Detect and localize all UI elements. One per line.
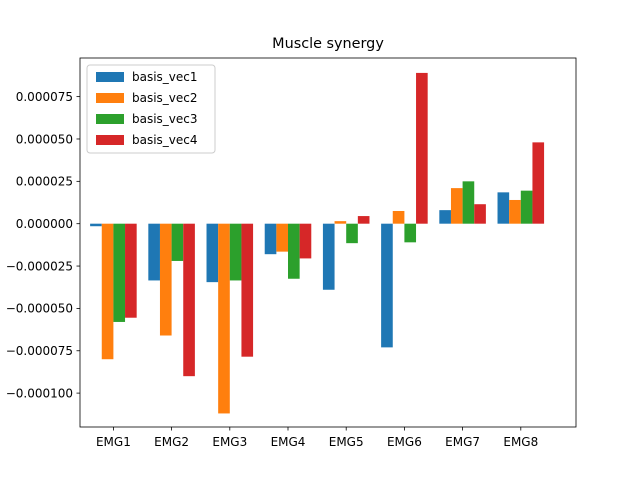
legend-label-basis_vec4: basis_vec4 [132,133,198,147]
y-tick-label: −0.000025 [6,259,73,273]
legend-label-basis_vec2: basis_vec2 [132,91,198,105]
bar-basis_vec1-emg7 [439,210,451,224]
bar-basis_vec4-emg2 [183,223,195,377]
bar-basis_vec2-emg3 [218,223,230,414]
legend-box [86,64,216,154]
legend-label-basis_vec3: basis_vec3 [132,112,198,126]
bar-basis_vec4-emg6 [416,72,428,224]
bar-basis_vec4-emg7 [474,204,486,224]
x-tick-label: EMG5 [329,435,364,449]
y-tick-label: 0.000000 [16,217,73,231]
bar-basis_vec4-emg1 [125,223,137,318]
bar-basis_vec4-emg4 [299,223,312,259]
bar-basis_vec3-emg7 [462,181,475,224]
y-tick-label: 0.000025 [16,175,73,189]
y-tick-label: −0.000075 [6,344,73,358]
x-tick-label: EMG6 [387,435,422,449]
x-tick-label: EMG7 [445,435,480,449]
chart-title: Muscle synergy [272,36,384,52]
x-tick-label: EMG8 [503,435,538,449]
bar-basis_vec4-emg5 [357,216,370,224]
legend: basis_vec1 basis_vec2 basis_vec3 basis_vec4 [86,64,216,154]
bar-basis_vec2-emg4 [276,223,288,252]
bars-group [90,72,545,414]
plot-frame [79,57,577,428]
bar-basis_vec2-emg1 [101,223,114,360]
bar-basis_vec3-emg5 [346,223,358,244]
bar-basis_vec2-emg7 [450,188,463,224]
bar-basis_vec4-emg8 [532,142,545,224]
legend-swatch-basis_vec2 [96,93,124,103]
y-tick-label: −0.000100 [6,386,73,400]
bar-basis_vec1-emg1 [90,223,102,227]
axes-group: −0.000100 −0.000075 −0.000050 −0.000025 0.00… [6,57,577,449]
bar-basis_vec1-emg4 [264,223,277,255]
y-tick-label: 0.000075 [16,90,73,104]
bar-basis_vec1-emg8 [497,192,510,224]
x-tick-label: EMG4 [271,435,306,449]
bar-basis_vec2-emg8 [509,199,521,224]
bar-basis_vec3-emg3 [229,223,242,281]
x-tick-label: EMG1 [96,435,131,449]
legend-swatch-basis_vec4 [96,135,124,145]
x-tick-label: EMG2 [154,435,189,449]
bar-basis_vec3-emg1 [113,223,126,322]
bar-basis_vec3-emg6 [404,223,417,243]
bar-basis_vec1-emg5 [322,223,335,290]
bar-basis_vec3-emg4 [288,223,300,279]
bar-basis_vec2-emg6 [392,210,405,224]
bar-basis_vec2-emg5 [334,221,347,224]
bar-basis_vec3-emg2 [171,223,184,261]
bar-basis_vec2-emg2 [159,223,172,336]
bar-basis_vec1-emg6 [381,223,393,348]
legend-swatch-basis_vec3 [96,114,124,124]
bar-basis_vec1-emg2 [148,223,160,281]
y-tick-label: −0.000050 [6,302,73,316]
legend-label-basis_vec1: basis_vec1 [132,70,198,84]
bar-basis_vec1-emg3 [206,223,219,283]
bar-basis_vec4-emg3 [241,223,254,357]
y-tick-label: 0.000050 [16,132,73,146]
x-tick-label: EMG3 [212,435,247,449]
legend-swatch-basis_vec1 [96,72,124,82]
bar-basis_vec3-emg8 [520,190,533,224]
